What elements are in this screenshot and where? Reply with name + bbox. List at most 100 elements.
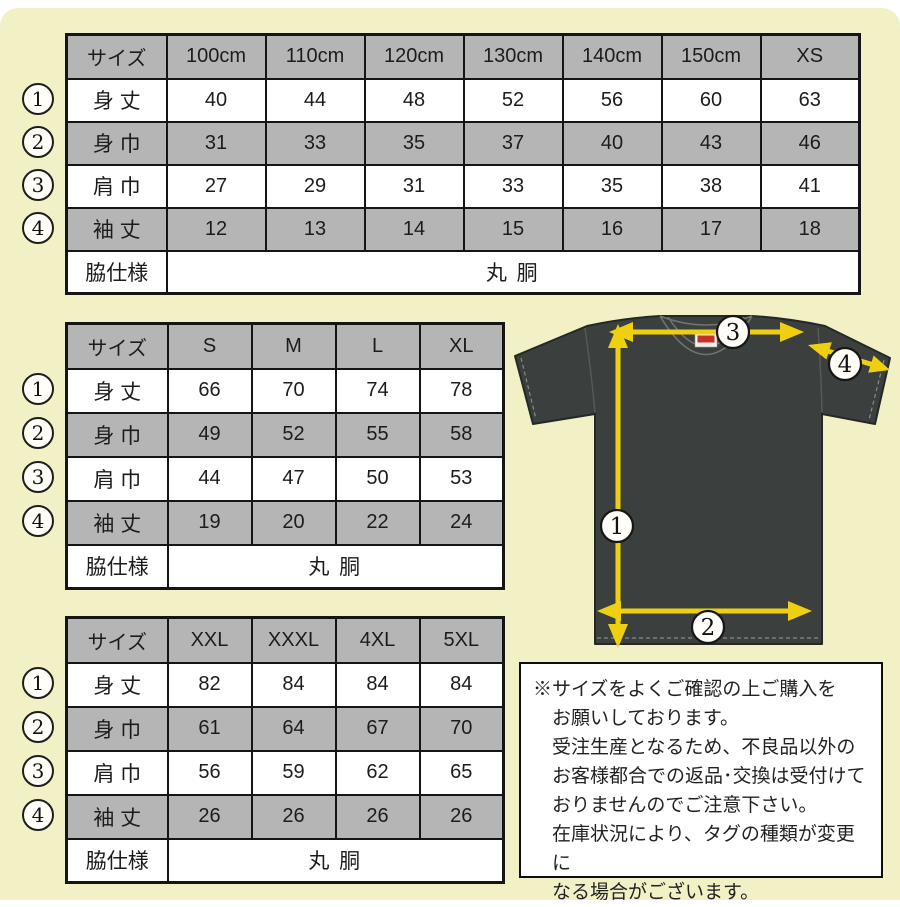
size-value: 26 bbox=[334, 793, 421, 840]
table-row-side-spec: 脇仕様 丸 胴 bbox=[65, 543, 505, 590]
marker-4-badge: 4 bbox=[22, 505, 54, 537]
size-value: 31 bbox=[165, 120, 267, 166]
size-value: 52 bbox=[250, 411, 337, 458]
row-label: 脇仕様 bbox=[65, 837, 169, 884]
marker-2-badge: 2 bbox=[22, 417, 54, 449]
notice-line: 在庫状況により、タグの種類が変更に bbox=[552, 824, 855, 874]
marker-4-digit: 4 bbox=[838, 352, 853, 378]
column-header: 110cm bbox=[264, 33, 366, 80]
size-value: 35 bbox=[561, 163, 663, 209]
marker-2-badge: 2 bbox=[690, 609, 726, 645]
left-cuff-stitch bbox=[520, 357, 537, 420]
marker-2-badge: 2 bbox=[22, 711, 54, 743]
column-header: XXL bbox=[166, 616, 253, 664]
size-value: 40 bbox=[165, 77, 267, 123]
notice-line: おりませんのでご注意下さい。 bbox=[552, 795, 818, 816]
table-row-side-spec: 脇仕様 丸 胴 bbox=[65, 837, 505, 884]
size-value: 78 bbox=[418, 367, 505, 414]
marker-3-digit: 3 bbox=[31, 173, 45, 197]
size-value: 74 bbox=[334, 367, 421, 414]
marker-3-badge: 3 bbox=[22, 169, 54, 201]
column-header: サイズ bbox=[65, 33, 168, 80]
left-sleeve-seam bbox=[584, 327, 596, 413]
row-label: 袖 丈 bbox=[65, 206, 168, 252]
size-value: 60 bbox=[660, 77, 762, 123]
marker-2-badge: 2 bbox=[22, 126, 54, 158]
size-value: 27 bbox=[165, 163, 267, 209]
row-label: 身 巾 bbox=[65, 705, 169, 752]
size-table-kids: サイズ 100cm 110cm 120cm 130cm 140cm 150cm … bbox=[65, 33, 861, 295]
marker-4-digit: 4 bbox=[31, 509, 45, 533]
size-value: 38 bbox=[660, 163, 762, 209]
marker-1-digit: 1 bbox=[31, 671, 45, 695]
row-label: 脇仕様 bbox=[65, 249, 168, 295]
size-value: 46 bbox=[759, 120, 861, 166]
shoulder-width-arrow bbox=[609, 322, 804, 342]
size-value: 66 bbox=[166, 367, 253, 414]
row-label: 袖 丈 bbox=[65, 499, 169, 546]
table-row-body-width: 身 巾 31 33 35 37 40 43 46 bbox=[65, 120, 861, 166]
size-value: 64 bbox=[250, 705, 337, 752]
marker-4-badge: 4 bbox=[22, 212, 54, 244]
size-value: 40 bbox=[561, 120, 663, 166]
marker-3-digit: 3 bbox=[31, 465, 45, 489]
marker-4-digit: 4 bbox=[31, 216, 45, 240]
marker-4-badge: 4 bbox=[827, 346, 863, 382]
side-spec-value: 丸 胴 bbox=[165, 249, 861, 295]
size-value: 24 bbox=[418, 499, 505, 546]
size-table-adult: サイズ S M L XL 身 丈 66 70 74 78 身 巾 49 52 5… bbox=[65, 322, 505, 590]
marker-1-digit: 1 bbox=[610, 514, 625, 540]
size-value: 62 bbox=[334, 749, 421, 796]
size-value: 55 bbox=[334, 411, 421, 458]
column-header: 150cm bbox=[660, 33, 762, 80]
size-value: 56 bbox=[561, 77, 663, 123]
marker-1-badge: 1 bbox=[22, 667, 54, 699]
size-value: 47 bbox=[250, 455, 337, 502]
marker-1-badge: 1 bbox=[22, 83, 54, 115]
table-row-body-length: 身 丈 40 44 48 52 56 60 63 bbox=[65, 77, 861, 123]
purchase-notice-text: ※サイズをよくご確認の上ご購入を お願いしております。 受注生産となるため、不良… bbox=[533, 675, 873, 907]
column-header: 5XL bbox=[418, 616, 505, 664]
row-label: 身 丈 bbox=[65, 77, 168, 123]
column-header: S bbox=[166, 322, 253, 370]
size-value: 37 bbox=[462, 120, 564, 166]
size-value: 26 bbox=[250, 793, 337, 840]
marker-3-digit: 3 bbox=[726, 320, 741, 346]
table-row-body-length: 身 丈 66 70 74 78 bbox=[65, 367, 505, 414]
purchase-notice: ※サイズをよくご確認の上ご購入を お願いしております。 受注生産となるため、不良… bbox=[519, 662, 883, 903]
row-label: 身 巾 bbox=[65, 120, 168, 166]
size-value: 63 bbox=[759, 77, 861, 123]
column-header: XL bbox=[418, 322, 505, 370]
column-header: XXXL bbox=[250, 616, 337, 664]
size-value: 19 bbox=[166, 499, 253, 546]
size-value: 48 bbox=[363, 77, 465, 123]
row-label: 肩 巾 bbox=[65, 163, 168, 209]
size-value: 33 bbox=[264, 120, 366, 166]
size-value: 61 bbox=[166, 705, 253, 752]
row-label: 身 巾 bbox=[65, 411, 169, 458]
column-header: サイズ bbox=[65, 322, 169, 370]
marker-1-badge: 1 bbox=[599, 508, 635, 544]
size-value: 26 bbox=[418, 793, 505, 840]
marker-4-badge: 4 bbox=[22, 799, 54, 831]
tshirt-diagram: 1 2 3 4 bbox=[514, 314, 891, 648]
table-header-row: サイズ S M L XL bbox=[65, 322, 505, 370]
size-value: 29 bbox=[264, 163, 366, 209]
size-value: 53 bbox=[418, 455, 505, 502]
size-table-kids-block: 1 2 3 4 サイズ 100cm 110cm 120cm 130cm 140c… bbox=[22, 33, 861, 295]
table-row-sleeve-length: 袖 丈 26 26 26 26 bbox=[65, 793, 505, 840]
table-header-row: サイズ XXL XXXL 4XL 5XL bbox=[65, 616, 505, 664]
brand-tag-print bbox=[697, 335, 715, 343]
size-value: 26 bbox=[166, 793, 253, 840]
size-value: 58 bbox=[418, 411, 505, 458]
table-row-body-length: 身 丈 82 84 84 84 bbox=[65, 661, 505, 708]
marker-1-digit: 1 bbox=[31, 377, 45, 401]
size-value: 18 bbox=[759, 206, 861, 252]
marker-4-digit: 4 bbox=[31, 803, 45, 827]
column-header: 100cm bbox=[165, 33, 267, 80]
size-value: 56 bbox=[166, 749, 253, 796]
size-value: 52 bbox=[462, 77, 564, 123]
table-row-side-spec: 脇仕様 丸 胴 bbox=[65, 249, 861, 295]
size-value: 17 bbox=[660, 206, 762, 252]
size-value: 31 bbox=[363, 163, 465, 209]
